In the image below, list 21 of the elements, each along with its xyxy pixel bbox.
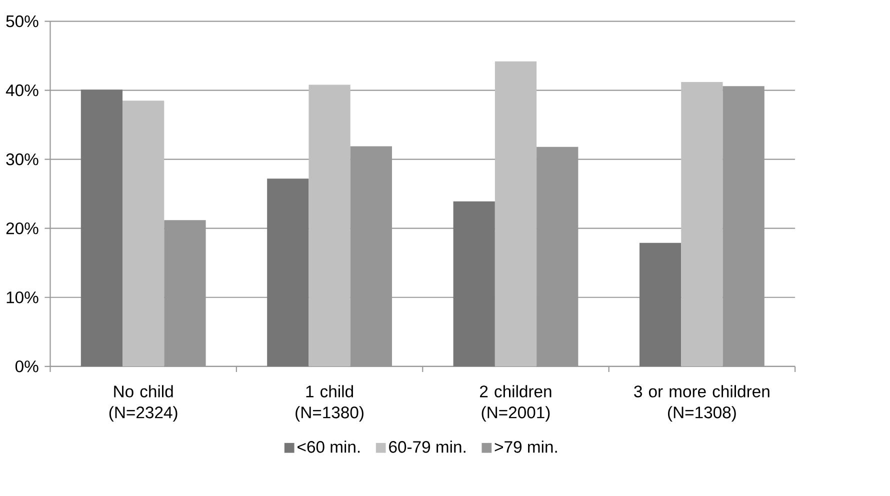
y-tick-label: 30% — [6, 153, 38, 166]
legend-label: >79 min. — [494, 440, 557, 453]
bar — [308, 84, 350, 366]
y-tick-label: 40% — [6, 84, 38, 96]
y-tick-label: 0% — [15, 360, 38, 372]
y-tick-label: 10% — [6, 292, 38, 304]
x-tick-label: No child (N=2324) — [109, 385, 178, 422]
y-tick-label: 20% — [6, 222, 38, 234]
bar — [681, 82, 723, 366]
legend-label: <60 min. — [298, 440, 360, 453]
bar — [453, 201, 495, 366]
bar — [494, 61, 537, 366]
legend-label: 60-79 min. — [389, 440, 466, 453]
x-tick-label: 3 or more children (N=1308) — [634, 385, 770, 422]
y-tick-label: 50% — [6, 15, 38, 28]
bar — [639, 242, 682, 366]
bar — [80, 90, 123, 366]
bar — [267, 178, 309, 366]
x-tick-label: 2 children (N=2001) — [480, 385, 552, 422]
x-tick-label: 1 child (N=1380) — [296, 385, 364, 422]
bar — [122, 100, 164, 366]
